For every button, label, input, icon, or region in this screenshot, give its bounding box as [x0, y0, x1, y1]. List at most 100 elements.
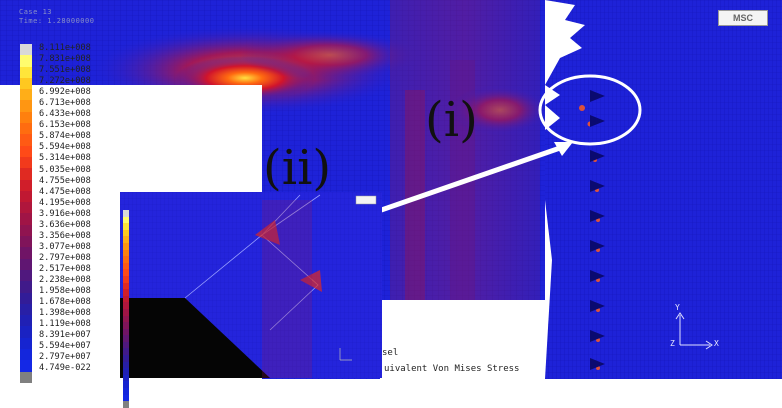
inset-legend-swatch: [123, 262, 129, 270]
inset-legend-swatch: [123, 322, 129, 329]
legend-values: 8.111e+008 7.831e+008 7.551e+008 7.272e+008…: [39, 43, 91, 374]
legend-value: 8.111e+008: [39, 43, 91, 53]
legend-swatch: [20, 179, 32, 191]
axis-y-label: Y: [675, 303, 680, 312]
inset-legend-swatch: [123, 282, 129, 290]
legend-swatch: [20, 360, 32, 372]
time-label: Time: 1.28000000: [19, 17, 95, 25]
legend-value: 4.475e+008: [39, 186, 91, 197]
legend-swatch: [20, 292, 32, 304]
inset-legend-swatch: [123, 289, 129, 296]
legend-swatch: [20, 89, 32, 101]
legend-value: 5.874e+008: [39, 131, 91, 142]
legend-value: 4.755e+008: [39, 175, 91, 186]
legend-value: 2.797e+007: [39, 352, 91, 363]
legend-swatch: [20, 337, 32, 350]
legend-swatch: [20, 315, 32, 327]
legend-value: 2.517e+008: [39, 263, 91, 274]
legend-swatch: [20, 224, 32, 237]
axes-triad: [675, 312, 713, 350]
legend-swatch: [20, 349, 32, 361]
legend-swatch: [20, 326, 32, 338]
inset-legend-swatch: [123, 210, 129, 217]
legend-value: 3.356e+008: [39, 230, 91, 241]
inset-legend-swatch: [123, 308, 129, 316]
legend-value: 3.636e+008: [39, 219, 91, 230]
axis-z-label: Z: [670, 339, 675, 348]
legend-colorbar: [20, 44, 32, 383]
label-ii: (ii): [263, 140, 332, 196]
inset-legend-swatch: [123, 315, 129, 323]
result-name: uivalent Von Mises Stress: [384, 364, 520, 374]
inset-legend-swatch: [123, 275, 129, 283]
legend-value: 6.433e+008: [39, 109, 91, 120]
inset-legend-swatch: [123, 394, 129, 402]
legend-value: 8.391e+007: [39, 330, 91, 341]
legend-swatch: [20, 55, 32, 67]
legend-value: 5.314e+008: [39, 153, 91, 164]
inset-legend-swatch: [123, 335, 129, 342]
inset-legend-swatch: [123, 401, 129, 408]
inset-legend-swatch: [123, 242, 129, 250]
legend-swatch: [20, 156, 32, 169]
inset-legend-swatch: [123, 348, 129, 356]
legend-swatch: [20, 168, 32, 180]
legend-swatch: [20, 123, 32, 135]
inset-legend-swatch: [123, 216, 129, 224]
legend-value: 6.713e+008: [39, 98, 91, 109]
case-label: Case 13: [19, 8, 53, 16]
inset-legend-swatch: [123, 249, 129, 257]
legend-swatch: [20, 213, 32, 225]
highlight-ellipse: [538, 74, 642, 146]
inset-legend-swatch: [123, 302, 129, 309]
inset-legend-swatch: [123, 381, 129, 389]
legend-value: 5.594e+008: [39, 142, 91, 153]
contour-plot: [0, 0, 782, 379]
legend-swatch: [20, 111, 32, 124]
legend-swatch: [20, 258, 32, 270]
legend-swatch: [20, 77, 32, 90]
inset-plot: [120, 192, 382, 378]
legend-swatch: [20, 100, 32, 112]
legend-value: 1.398e+008: [39, 308, 91, 319]
legend-value: 3.077e+008: [39, 241, 91, 252]
legend-value: 4.749e-022: [39, 363, 91, 374]
axis-x-label: X: [714, 339, 719, 348]
legend-swatch: [20, 371, 32, 383]
inset-legend-swatch: [123, 374, 129, 382]
inset-legend-swatch: [123, 229, 129, 237]
legend-value: 7.272e+008: [39, 76, 91, 87]
inset-legend-swatch: [123, 223, 129, 230]
inset-legend-swatch: [123, 341, 129, 349]
legend-value: 3.916e+008: [39, 208, 91, 219]
legend-value: 4.195e+008: [39, 197, 91, 208]
legend-value: 5.035e+008: [39, 164, 91, 175]
legend-value: 7.551e+008: [39, 65, 91, 76]
legend-value: 2.797e+008: [39, 252, 91, 263]
legend-value: 1.958e+008: [39, 286, 91, 297]
legend-value: 6.153e+008: [39, 120, 91, 131]
inset-legend-swatch: [123, 355, 129, 362]
inset-legend-swatch: [123, 269, 129, 276]
legend-value: 5.594e+007: [39, 341, 91, 352]
legend-value: 1.678e+008: [39, 297, 91, 308]
legend-value: 6.992e+008: [39, 87, 91, 98]
legend-swatch: [20, 303, 32, 316]
legend-swatch: [20, 269, 32, 282]
inset-legend-swatch: [123, 368, 129, 375]
legend-value: 1.119e+008: [39, 319, 91, 330]
inset-legend-swatch: [123, 236, 129, 243]
inset-legend-swatch: [123, 256, 129, 263]
inset-legend-swatch: [123, 328, 129, 336]
legend-swatch: [20, 236, 32, 248]
legend-swatch: [20, 145, 32, 157]
inset-legend-colorbar: [123, 210, 129, 408]
legend-swatch: [20, 66, 32, 78]
msc-logo: MSC: [718, 10, 768, 26]
label-i: (i): [425, 92, 478, 148]
legend-swatch: [20, 202, 32, 214]
inset-legend-swatch: [123, 361, 129, 369]
legend-swatch: [20, 190, 32, 203]
legend-swatch: [20, 44, 32, 56]
legend-value: 7.831e+008: [39, 54, 91, 65]
